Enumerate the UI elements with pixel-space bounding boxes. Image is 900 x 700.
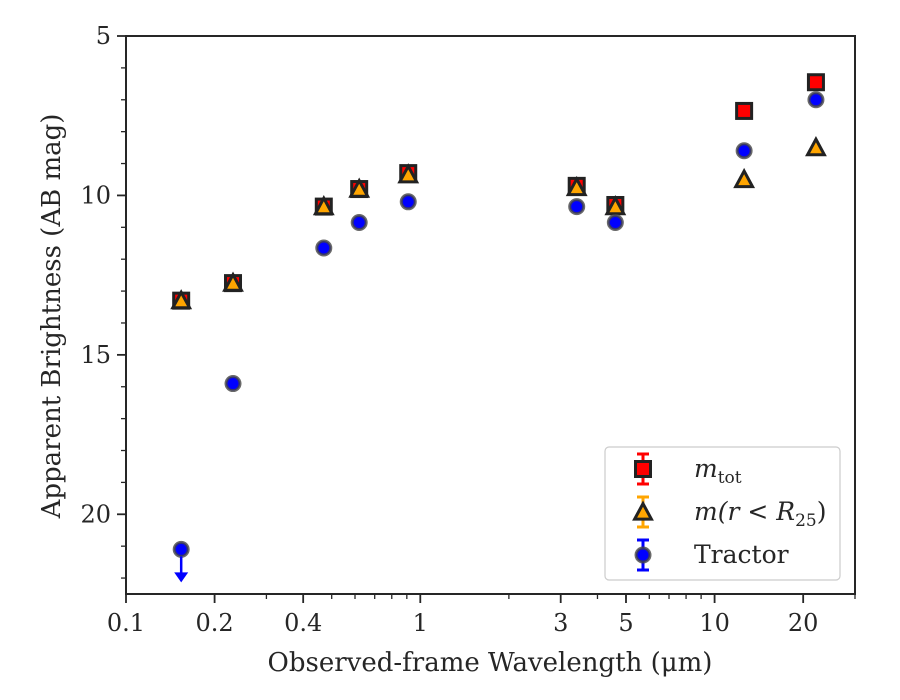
x-tick-label: 0.1 bbox=[107, 609, 145, 637]
data-point-circle bbox=[735, 142, 753, 160]
legend-marker-square bbox=[634, 460, 652, 478]
legend-label-subscript: tot bbox=[718, 468, 742, 488]
x-tick-label: 10 bbox=[699, 609, 730, 637]
data-point-circle bbox=[807, 91, 825, 109]
data-point-triangle bbox=[805, 136, 827, 157]
data-point-triangle bbox=[170, 289, 193, 310]
data-point-square bbox=[735, 101, 754, 120]
x-tick-label: 3 bbox=[553, 609, 568, 637]
y-tick-label: 15 bbox=[80, 341, 111, 369]
data-point-square bbox=[806, 73, 825, 92]
x-tick-label: 0.4 bbox=[284, 609, 322, 637]
x-tick-label: 5 bbox=[618, 609, 633, 637]
legend-label-subscript: 25 bbox=[795, 511, 817, 531]
upper-limit-arrow-head bbox=[174, 572, 189, 583]
data-point-triangle bbox=[565, 175, 588, 197]
data-point-circle bbox=[315, 239, 333, 257]
legend-label: mtot bbox=[694, 454, 742, 488]
data-point-triangle bbox=[604, 195, 627, 216]
x-tick-label: 20 bbox=[788, 609, 819, 637]
legend-label-main: m(r < R bbox=[694, 497, 795, 526]
legend-marker-triangle bbox=[632, 500, 654, 521]
axes: 0.1 0.2 0.4 1 3 5 10 20 5 10 15 20 bbox=[80, 22, 856, 637]
data-point-circle bbox=[350, 214, 368, 232]
data-point-triangle bbox=[312, 195, 335, 216]
y-tick-label: 10 bbox=[80, 181, 111, 209]
data-point-circle bbox=[606, 214, 624, 232]
legend-box bbox=[604, 446, 841, 581]
y-tick-label: 5 bbox=[96, 22, 111, 50]
data-marks bbox=[170, 73, 827, 583]
legend-marker-circle bbox=[634, 546, 652, 564]
data-point-triangle bbox=[397, 163, 420, 184]
y-axis-title: Apparent Brightness (AB mag) bbox=[37, 114, 67, 520]
data-point-circle bbox=[568, 198, 586, 216]
legend: mtot m(r < R25) Tractor bbox=[604, 446, 841, 581]
x-tick-label: 1 bbox=[413, 609, 428, 637]
data-point-triangle bbox=[348, 177, 371, 198]
legend-label: m(r < R25) bbox=[694, 497, 826, 531]
x-axis-title: Observed-frame Wavelength (μm) bbox=[268, 648, 713, 678]
data-point-circle bbox=[224, 375, 242, 393]
legend-label-tail: ) bbox=[817, 497, 827, 526]
data-point-triangle bbox=[733, 167, 756, 189]
plot-frame bbox=[125, 35, 856, 595]
data-point-circle bbox=[399, 193, 417, 211]
x-tick-label: 0.2 bbox=[196, 609, 234, 637]
legend-label-main: Tractor bbox=[694, 540, 789, 569]
data-point-circle bbox=[172, 540, 190, 558]
legend-label-main: m bbox=[694, 454, 718, 483]
y-tick-label: 20 bbox=[80, 500, 111, 528]
legend-label: Tractor bbox=[694, 540, 789, 569]
data-point-triangle bbox=[222, 271, 244, 292]
